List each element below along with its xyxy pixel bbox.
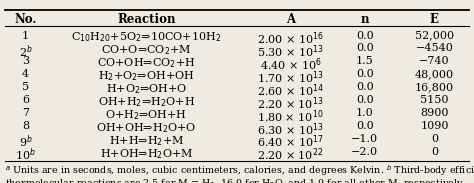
Text: 6.40 × 10$^{17}$: 6.40 × 10$^{17}$ <box>257 134 324 150</box>
Text: H$_2$+O$_2$⇒OH+OH: H$_2$+O$_2$⇒OH+OH <box>98 69 195 83</box>
Text: 52,000: 52,000 <box>415 31 454 40</box>
Text: 1: 1 <box>22 31 29 40</box>
Text: 2.00 × 10$^{16}$: 2.00 × 10$^{16}$ <box>257 31 324 47</box>
Text: $^a$ Units are in seconds, moles, cubic centimeters, calories, and degrees Kelvi: $^a$ Units are in seconds, moles, cubic … <box>5 163 474 178</box>
Text: 9$^b$: 9$^b$ <box>19 134 33 150</box>
Text: OH+H$_2$⇒H$_2$O+H: OH+H$_2$⇒H$_2$O+H <box>98 95 195 109</box>
Text: Reaction: Reaction <box>117 14 176 27</box>
Text: 0.0: 0.0 <box>356 82 374 92</box>
Text: 8: 8 <box>22 121 29 131</box>
Text: 1.70 × 10$^{13}$: 1.70 × 10$^{13}$ <box>257 69 324 86</box>
Text: C$_{10}$H$_{20}$+5O$_2$⇒10CO+10H$_2$: C$_{10}$H$_{20}$+5O$_2$⇒10CO+10H$_2$ <box>71 31 221 44</box>
Text: −1.0: −1.0 <box>351 134 378 144</box>
Text: 3: 3 <box>22 56 29 66</box>
Text: 1090: 1090 <box>420 121 449 131</box>
Text: 6.30 × 10$^{13}$: 6.30 × 10$^{13}$ <box>257 121 324 137</box>
Text: H+H⇒H$_2$+M: H+H⇒H$_2$+M <box>109 134 184 148</box>
Text: No.: No. <box>14 14 37 27</box>
Text: 2$^b$: 2$^b$ <box>19 43 33 60</box>
Text: 0.0: 0.0 <box>356 95 374 105</box>
Text: 5.30 × 10$^{13}$: 5.30 × 10$^{13}$ <box>257 43 324 60</box>
Text: −4540: −4540 <box>416 43 453 53</box>
Text: n: n <box>361 14 369 27</box>
Text: 6: 6 <box>22 95 29 105</box>
Text: CO+O⇒CO$_2$+M: CO+O⇒CO$_2$+M <box>101 43 191 57</box>
Text: 0.0: 0.0 <box>356 43 374 53</box>
Text: 4: 4 <box>22 69 29 79</box>
Text: 2.20 × 10$^{22}$: 2.20 × 10$^{22}$ <box>257 147 324 163</box>
Text: H+O$_2$⇒OH+O: H+O$_2$⇒OH+O <box>106 82 187 96</box>
Text: 1.0: 1.0 <box>356 108 374 118</box>
Text: 0: 0 <box>431 147 438 157</box>
Text: 0: 0 <box>431 134 438 144</box>
Text: O+H$_2$⇒OH+H: O+H$_2$⇒OH+H <box>105 108 187 122</box>
Text: 5: 5 <box>22 82 29 92</box>
Text: −740: −740 <box>419 56 450 66</box>
Text: H+OH⇒H$_2$O+M: H+OH⇒H$_2$O+M <box>100 147 193 160</box>
Text: 1.80 × 10$^{10}$: 1.80 × 10$^{10}$ <box>257 108 324 125</box>
Text: OH+OH⇒H$_2$O+O: OH+OH⇒H$_2$O+O <box>96 121 197 135</box>
Text: A: A <box>286 14 295 27</box>
Text: −2.0: −2.0 <box>351 147 378 157</box>
Text: 0.0: 0.0 <box>356 69 374 79</box>
Text: 4.40 × 10$^{6}$: 4.40 × 10$^{6}$ <box>260 56 321 73</box>
Text: 10$^b$: 10$^b$ <box>15 147 36 163</box>
Text: 0.0: 0.0 <box>356 31 374 40</box>
Text: 5150: 5150 <box>420 95 449 105</box>
Text: E: E <box>430 14 439 27</box>
Text: 7: 7 <box>22 108 29 118</box>
Text: 2.60 × 10$^{14}$: 2.60 × 10$^{14}$ <box>257 82 324 99</box>
Text: 8900: 8900 <box>420 108 449 118</box>
Text: 48,000: 48,000 <box>415 69 454 79</box>
Text: CO+OH⇒CO$_2$+H: CO+OH⇒CO$_2$+H <box>97 56 196 70</box>
Text: 16,800: 16,800 <box>415 82 454 92</box>
Text: 0.0: 0.0 <box>356 121 374 131</box>
Text: 1.5: 1.5 <box>356 56 374 66</box>
Text: 2.20 × 10$^{13}$: 2.20 × 10$^{13}$ <box>257 95 324 112</box>
Text: thermolecular reactions are 2.5 for M = H$_2$, 16.0 for H$_2$O, and 1.0 for all : thermolecular reactions are 2.5 for M = … <box>5 177 465 183</box>
